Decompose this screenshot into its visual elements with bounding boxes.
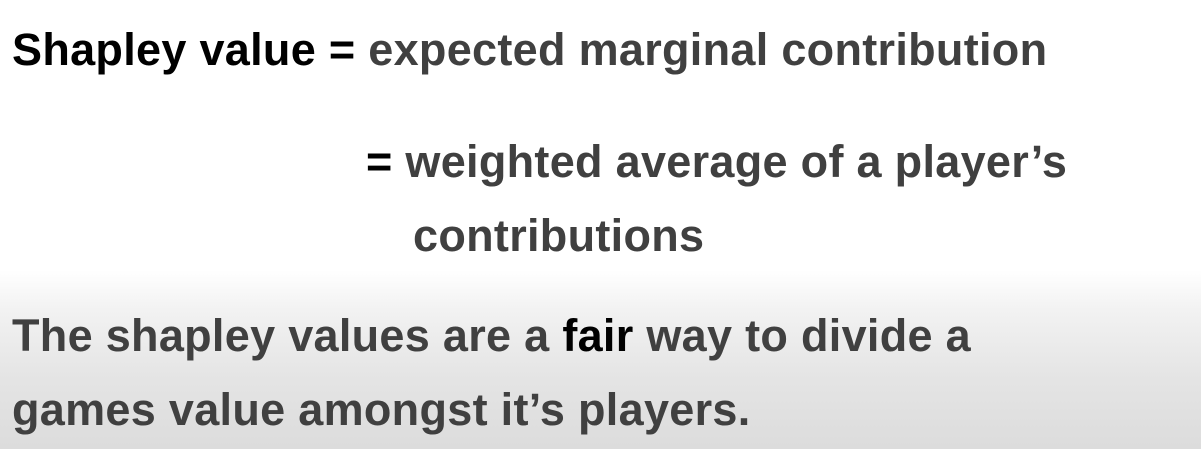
definition-line-3: contributions — [413, 210, 704, 262]
equals-sign-2: = — [366, 136, 393, 187]
definition-weighted-average: weighted average of a player’s — [405, 136, 1068, 187]
statement-line-2-text: games value amongst it’s players. — [12, 384, 751, 435]
definition-expected-marginal: expected marginal contribution — [368, 24, 1048, 75]
statement-part-2: way to divide a — [646, 310, 971, 361]
definition-line-1: Shapley value = expected marginal contri… — [12, 24, 1047, 76]
definition-line-2: = weighted average of a player’s — [366, 136, 1067, 188]
term-shapley-value: Shapley value — [12, 24, 317, 75]
definition-contributions: contributions — [413, 210, 705, 261]
statement-line-1: The shapley values are a fair way to div… — [12, 310, 971, 362]
statement-emphasis-fair: fair — [562, 310, 634, 361]
statement-part-1: The shapley values are a — [12, 310, 550, 361]
equals-sign-1: = — [328, 24, 356, 75]
statement-line-2: games value amongst it’s players. — [12, 384, 751, 436]
